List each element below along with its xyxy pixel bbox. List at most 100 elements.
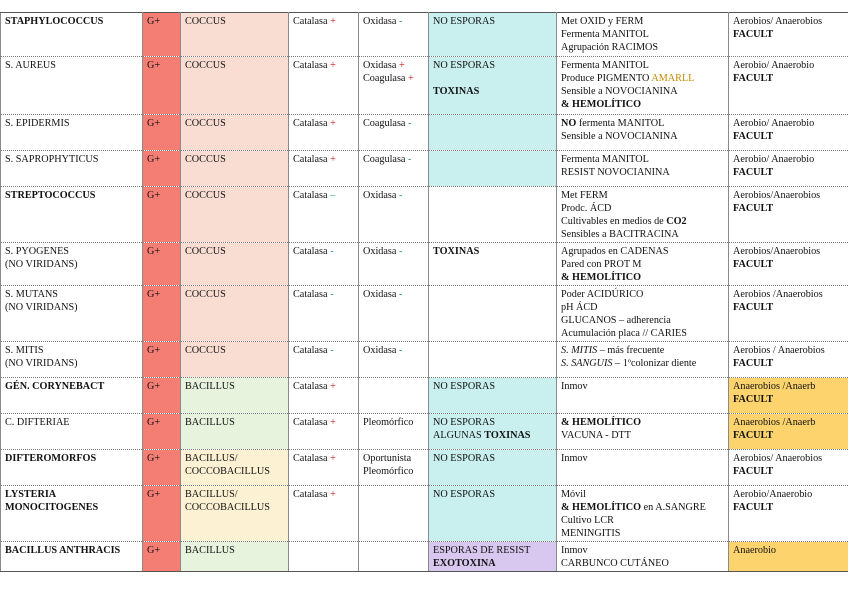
characteristics-cell: Agrupados en CADENAS Pared con PROT M & … [556, 242, 729, 286]
spores-cell: NO ESPORAS [428, 449, 557, 486]
catalasa-cell: Catalasa - [288, 341, 359, 378]
spores-cell: NO ESPORAS [428, 485, 557, 542]
catalasa-cell: Catalasa - [288, 242, 359, 286]
enzyme-cell: Oxidasa - [358, 12, 429, 57]
morphology-cell: COCCUS [180, 150, 289, 187]
catalasa-cell: Catalasa + [288, 449, 359, 486]
gram-cell: G+ [142, 242, 181, 286]
gram-cell: G+ [142, 12, 181, 57]
oxygen-cell: Aerobios/Anaerobios FACULT [728, 186, 848, 243]
spores-cell [428, 186, 557, 243]
table-row: S. MUTANS (NO VIRIDANS) G+ COCCUS Catala… [0, 285, 848, 342]
table-row: C. DIFTERIAE G+ BACILLUS Catalasa + Pleo… [0, 413, 848, 450]
table-row: DIFTEROMORFOS G+ BACILLUS/ COCCOBACILLUS… [0, 449, 848, 486]
bacteria-name: S. PYOGENES (NO VIRIDANS) [0, 242, 143, 286]
bacteria-name: STREPTOCOCCUS [0, 186, 143, 243]
oxygen-cell: Anaerobios /Anaerb FACULT [728, 413, 848, 450]
characteristics-cell: S. MITIS – más frecuente S. SANGUIS – 1º… [556, 341, 729, 378]
morphology-cell: COCCUS [180, 186, 289, 243]
oxygen-cell: Anaerobio [728, 541, 848, 572]
oxygen-cell: Aerobios/Anaerobios FACULT [728, 242, 848, 286]
gram-cell: G+ [142, 114, 181, 151]
morphology-cell: BACILLUS [180, 413, 289, 450]
catalasa-cell [288, 541, 359, 572]
enzyme-cell: Oportunista Pleomórfico [358, 449, 429, 486]
catalasa-cell: Catalasa + [288, 12, 359, 57]
spores-cell [428, 285, 557, 342]
bacteria-name: S. MUTANS (NO VIRIDANS) [0, 285, 143, 342]
bacteria-name: DIFTEROMORFOS [0, 449, 143, 486]
spores-cell: NO ESPORAS [428, 12, 557, 57]
characteristics-cell: Fermenta MANITOL RESIST NOVOCIANINA [556, 150, 729, 187]
spores-cell: NO ESPORAS TOXINAS [428, 56, 557, 115]
gram-cell: G+ [142, 485, 181, 542]
table-row: BACILLUS ANTHRACIS G+ BACILLUS ESPORAS D… [0, 541, 848, 572]
spores-cell: NO ESPORAS ALGUNAS TOXINAS [428, 413, 557, 450]
oxygen-cell: Aerobios / Anaerobios FACULT [728, 341, 848, 378]
characteristics-cell: Fermenta MANITOL Produce PIGMENTO AMARLL… [556, 56, 729, 115]
enzyme-cell: Oxidasa - [358, 341, 429, 378]
spores-cell [428, 341, 557, 378]
gram-cell: G+ [142, 541, 181, 572]
gram-cell: G+ [142, 377, 181, 414]
gram-cell: G+ [142, 413, 181, 450]
bacteria-name: GÉN. CORYNEBACT [0, 377, 143, 414]
gram-cell: G+ [142, 56, 181, 115]
enzyme-cell [358, 541, 429, 572]
table-row: STAPHYLOCOCCUS G+ COCCUS Catalasa + Oxid… [0, 12, 848, 57]
table-row: S. PYOGENES (NO VIRIDANS) G+ COCCUS Cata… [0, 242, 848, 286]
spores-cell: NO ESPORAS [428, 377, 557, 414]
table-row: S. AUREUS G+ COCCUS Catalasa + Oxidasa +… [0, 56, 848, 115]
table-row: S. EPIDERMIS G+ COCCUS Catalasa + Coagul… [0, 114, 848, 151]
morphology-cell: BACILLUS/ COCCOBACILLUS [180, 449, 289, 486]
morphology-cell: BACILLUS/ COCCOBACILLUS [180, 485, 289, 542]
morphology-cell: COCCUS [180, 56, 289, 115]
morphology-cell: COCCUS [180, 341, 289, 378]
gram-cell: G+ [142, 341, 181, 378]
morphology-cell: COCCUS [180, 285, 289, 342]
gram-cell: G+ [142, 449, 181, 486]
bacteria-name: S. EPIDERMIS [0, 114, 143, 151]
gram-cell: G+ [142, 285, 181, 342]
enzyme-cell [358, 377, 429, 414]
catalasa-cell: Catalasa + [288, 114, 359, 151]
bacteria-name: STAPHYLOCOCCUS [0, 12, 143, 57]
bacteria-name: BACILLUS ANTHRACIS [0, 541, 143, 572]
gram-cell: G+ [142, 150, 181, 187]
bacteria-name: C. DIFTERIAE [0, 413, 143, 450]
enzyme-cell: Oxidasa - [358, 285, 429, 342]
table-row: S. SAPROPHYTICUS G+ COCCUS Catalasa + Co… [0, 150, 848, 187]
morphology-cell: BACILLUS [180, 541, 289, 572]
catalasa-cell: Catalasa – [288, 186, 359, 243]
catalasa-cell: Catalasa + [288, 150, 359, 187]
table-row: LYSTERIA MONOCITOGENES G+ BACILLUS/ COCC… [0, 485, 848, 542]
enzyme-cell: Oxidasa - [358, 186, 429, 243]
characteristics-cell: & HEMOLÍTICO VACUNA - DTT [556, 413, 729, 450]
oxygen-cell: Anaerobios /Anaerb FACULT [728, 377, 848, 414]
enzyme-cell: Coagulasa - [358, 114, 429, 151]
enzyme-cell [358, 485, 429, 542]
bacteria-name: S. SAPROPHYTICUS [0, 150, 143, 187]
oxygen-cell: Aerobio/ Anaerobio FACULT [728, 56, 848, 115]
bacteria-name: S. AUREUS [0, 56, 143, 115]
enzyme-cell: Oxidasa + Coagulasa + [358, 56, 429, 115]
spores-cell: ESPORAS DE RESIST EXOTOXINA [428, 541, 557, 572]
oxygen-cell: Aerobios /Anaerobios FACULT [728, 285, 848, 342]
characteristics-cell: Inmov [556, 449, 729, 486]
oxygen-cell: Aerobio/ Anaerobio FACULT [728, 150, 848, 187]
bacteria-table: STAPHYLOCOCCUS G+ COCCUS Catalasa + Oxid… [0, 12, 848, 572]
characteristics-cell: Met OXID y FERM Fermenta MANITOL Agrupac… [556, 12, 729, 57]
enzyme-cell: Oxidasa - [358, 242, 429, 286]
oxygen-cell: Aerobios/ Anaerobios FACULT [728, 12, 848, 57]
gram-cell: G+ [142, 186, 181, 243]
characteristics-cell: Inmov CARBUNCO CUTÁNEO [556, 541, 729, 572]
oxygen-cell: Aerobio/Anaerobio FACULT [728, 485, 848, 542]
table-row: STREPTOCOCCUS G+ COCCUS Catalasa – Oxida… [0, 186, 848, 243]
catalasa-cell: Catalasa + [288, 56, 359, 115]
table-row: GÉN. CORYNEBACT G+ BACILLUS Catalasa + N… [0, 377, 848, 414]
bacteria-name: S. MITIS (NO VIRIDANS) [0, 341, 143, 378]
characteristics-cell: NO fermenta MANITOL Sensible a NOVOCIANI… [556, 114, 729, 151]
catalasa-cell: Catalasa + [288, 485, 359, 542]
morphology-cell: COCCUS [180, 12, 289, 57]
enzyme-cell: Pleomórfico [358, 413, 429, 450]
